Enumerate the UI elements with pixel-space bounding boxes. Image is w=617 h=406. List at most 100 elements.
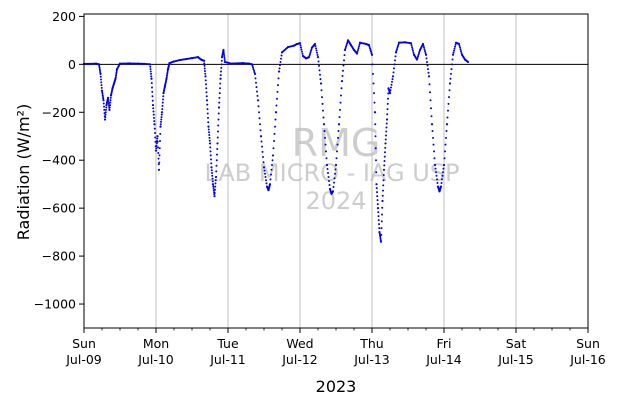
data-point (452, 51, 455, 54)
data-point (214, 188, 216, 191)
data-point (429, 99, 432, 102)
data-point (358, 45, 360, 48)
y-tick-label: 0 (68, 57, 76, 72)
data-point (325, 163, 329, 167)
data-point (270, 173, 272, 176)
data-point (373, 111, 377, 114)
data-point (103, 108, 106, 111)
data-point (336, 143, 339, 146)
data-point (301, 50, 303, 53)
data-point (259, 135, 263, 138)
data-point (210, 166, 213, 169)
data-point (205, 95, 208, 98)
data-point (325, 150, 327, 153)
y-axis: 200 0 −200 −400 −600 −800 −1000 (34, 9, 84, 312)
data-point (220, 66, 223, 69)
data-point (418, 52, 420, 55)
x-axis: SunJul-09MonJul-10TueJul-11WedJul-12ThuJ… (65, 328, 606, 367)
data-point (115, 74, 117, 77)
data-point (217, 112, 220, 115)
data-point (155, 147, 158, 150)
data-point (155, 142, 158, 145)
data-point (451, 63, 453, 66)
data-point (339, 108, 341, 111)
data-point (318, 69, 321, 72)
data-point (322, 116, 325, 119)
data-point (332, 185, 335, 188)
data-point (166, 72, 169, 75)
data-point (276, 97, 278, 100)
data-point (260, 140, 263, 143)
data-point (383, 155, 386, 158)
data-point (160, 118, 163, 121)
data-point (216, 142, 219, 145)
data-point (336, 150, 338, 153)
data-point (341, 74, 344, 77)
data-point (315, 49, 318, 52)
data-point (448, 96, 450, 99)
data-point (333, 177, 336, 180)
data-point (210, 162, 213, 165)
data-point (381, 206, 384, 209)
data-point (262, 161, 265, 164)
data-point (279, 64, 281, 67)
data-point (356, 50, 359, 53)
data-point (159, 125, 162, 128)
data-point (314, 45, 317, 48)
data-point (115, 71, 118, 74)
data-point (391, 78, 394, 81)
data-point (203, 64, 206, 67)
data-point (205, 99, 209, 102)
data-point (318, 64, 320, 67)
data-point (424, 51, 427, 54)
data-point (272, 147, 275, 150)
x-tick-day: Sat (506, 336, 527, 351)
data-point (150, 77, 153, 80)
data-point (165, 76, 168, 79)
data-point (392, 71, 395, 74)
data-point (100, 81, 103, 84)
data-point (331, 190, 335, 193)
data-point (385, 130, 388, 133)
data-point (205, 91, 208, 94)
data-point (325, 157, 328, 160)
data-point (393, 67, 395, 70)
data-point (157, 163, 160, 166)
data-point (218, 92, 221, 95)
data-point (394, 59, 396, 62)
data-point (159, 140, 161, 143)
data-point (109, 96, 112, 99)
data-point (215, 164, 218, 167)
data-point (445, 136, 447, 139)
x-tick-date: Jul-13 (353, 352, 390, 367)
data-point (103, 118, 107, 121)
data-point (157, 168, 161, 171)
data-point (415, 58, 419, 61)
data-point (207, 125, 210, 128)
data-point (445, 130, 448, 133)
data-point (385, 122, 388, 125)
data-point (259, 123, 261, 126)
data-point (151, 103, 155, 107)
data-point (450, 68, 453, 71)
data-point (99, 72, 102, 76)
data-point (422, 44, 425, 47)
data-point (207, 116, 209, 119)
data-point (114, 77, 117, 80)
data-point (434, 167, 437, 170)
data-point (458, 44, 461, 47)
data-point (435, 174, 438, 177)
data-point (417, 55, 419, 58)
data-point (159, 123, 162, 126)
data-point (264, 175, 267, 178)
data-point (322, 123, 326, 126)
data-point (417, 53, 420, 56)
data-point (213, 191, 216, 194)
data-point (346, 42, 348, 45)
data-point (377, 219, 380, 222)
data-point (379, 240, 383, 243)
data-point (370, 53, 374, 56)
data-point (357, 47, 360, 50)
data-point (257, 105, 260, 108)
data-point (217, 130, 219, 133)
